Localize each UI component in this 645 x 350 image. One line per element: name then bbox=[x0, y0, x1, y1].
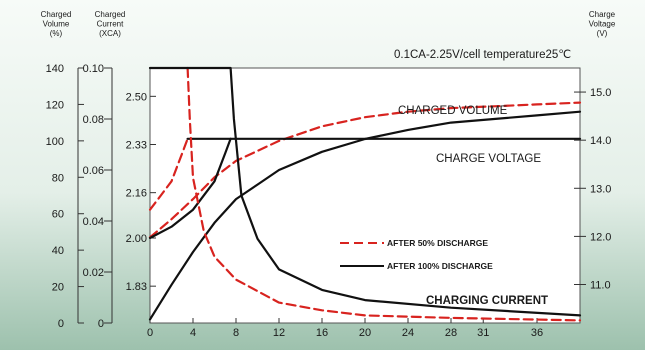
current-tick-label: 0.02 bbox=[83, 267, 104, 279]
x-tick-label: 4 bbox=[190, 327, 196, 339]
legend-label-50: AFTER 50% DISCHARGE bbox=[387, 238, 488, 248]
x-tick-label: 31 bbox=[477, 327, 489, 339]
charge-voltage-tick-label: 14.0 bbox=[590, 135, 611, 147]
volume-header-line: Volume bbox=[43, 20, 70, 29]
plot-area bbox=[149, 67, 581, 324]
charge-voltage-tick-label: 15.0 bbox=[590, 87, 611, 99]
x-tick-label: 24 bbox=[402, 327, 414, 339]
current-header-line: Current bbox=[97, 20, 124, 29]
x-tick-label: 20 bbox=[359, 327, 371, 339]
current-header-line: (XCA) bbox=[99, 29, 121, 38]
volume-header-line: (%) bbox=[50, 29, 63, 38]
cell-voltage-tick-label: 2.16 bbox=[126, 188, 147, 200]
current-tick-label: 0.10 bbox=[83, 63, 104, 75]
charging-current-label: CHARGING CURRENT bbox=[426, 295, 548, 307]
volume-tick-label: 0 bbox=[58, 318, 64, 330]
volume-tick-label: 140 bbox=[46, 63, 64, 75]
volume-tick-label: 40 bbox=[52, 245, 64, 257]
cell-voltage-tick-label: 2.50 bbox=[126, 91, 147, 103]
chargeVoltage-header-line: Charge bbox=[589, 10, 616, 19]
x-tick-label: 8 bbox=[233, 327, 239, 339]
x-tick-label: 12 bbox=[273, 327, 285, 339]
cell-voltage-tick-label: 1.83 bbox=[126, 281, 147, 293]
volume-tick-label: 80 bbox=[52, 172, 64, 184]
chargeVoltage-header-line: Voltage bbox=[589, 20, 616, 29]
charge-voltage-tick-label: 13.0 bbox=[590, 183, 611, 195]
charge-voltage-after-100-line bbox=[148, 137, 232, 240]
current-tick-label: 0 bbox=[98, 318, 104, 330]
chargeVoltage-header-line: (V) bbox=[597, 29, 608, 38]
current-tick-label: 0.04 bbox=[83, 216, 104, 228]
current-tick-label: 0.08 bbox=[83, 114, 104, 126]
charge-voltage-label: CHARGE VOLTAGE bbox=[436, 153, 541, 165]
current-tick-label: 0.06 bbox=[83, 165, 104, 177]
current-header-line: Charged bbox=[95, 10, 126, 19]
volume-tick-label: 20 bbox=[52, 282, 64, 294]
legend-label-100: AFTER 100% DISCHARGE bbox=[387, 261, 493, 271]
cell-voltage-tick-label: 2.33 bbox=[126, 140, 147, 152]
cell-voltage-tick-label: 2.00 bbox=[126, 233, 147, 245]
charging-current-after-50-line bbox=[186, 66, 582, 322]
x-tick-label: 16 bbox=[316, 327, 328, 339]
charged-volume-label: CHARGED VOLUME bbox=[398, 105, 508, 117]
x-tick-label: 36 bbox=[531, 327, 543, 339]
charge-voltage-tick-label: 12.0 bbox=[590, 231, 611, 243]
x-tick-label: 0 bbox=[147, 327, 153, 339]
condition-label: 0.1CA-2.25V/cell temperature25℃ bbox=[394, 49, 571, 61]
charged-volume-after-50-line bbox=[148, 101, 582, 239]
charged-volume-after-100-line bbox=[148, 110, 582, 321]
charging-current-after-100-line bbox=[148, 66, 582, 317]
x-tick-label: 28 bbox=[445, 327, 457, 339]
volume-tick-label: 60 bbox=[52, 209, 64, 221]
charge-voltage-after-50-line bbox=[148, 137, 189, 211]
charge-voltage-tick-label: 11.0 bbox=[590, 280, 611, 292]
volume-tick-label: 100 bbox=[46, 136, 64, 148]
volume-tick-label: 120 bbox=[46, 99, 64, 111]
volume-header-line: Charged bbox=[41, 10, 72, 19]
